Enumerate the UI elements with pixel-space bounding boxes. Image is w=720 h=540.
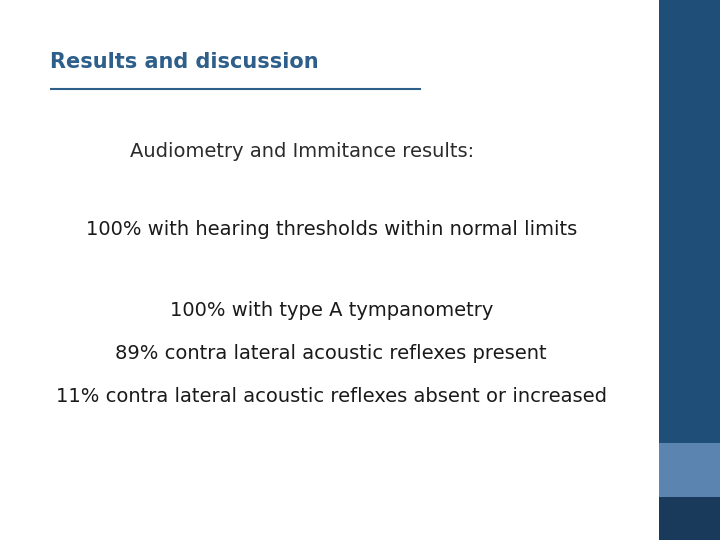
Text: 100% with hearing thresholds within normal limits: 100% with hearing thresholds within norm… bbox=[86, 220, 577, 239]
Bar bbox=[659, 0, 720, 443]
Text: 11% contra lateral acoustic reflexes absent or increased: 11% contra lateral acoustic reflexes abs… bbox=[55, 387, 607, 407]
Text: 89% contra lateral acoustic reflexes present: 89% contra lateral acoustic reflexes pre… bbox=[115, 344, 547, 363]
Text: Audiometry and Immitance results:: Audiometry and Immitance results: bbox=[130, 141, 474, 161]
Bar bbox=[659, 443, 720, 497]
Text: 100% with type A tympanometry: 100% with type A tympanometry bbox=[169, 301, 493, 320]
Bar bbox=[659, 497, 720, 540]
Text: Results and discussion: Results and discussion bbox=[50, 52, 319, 72]
